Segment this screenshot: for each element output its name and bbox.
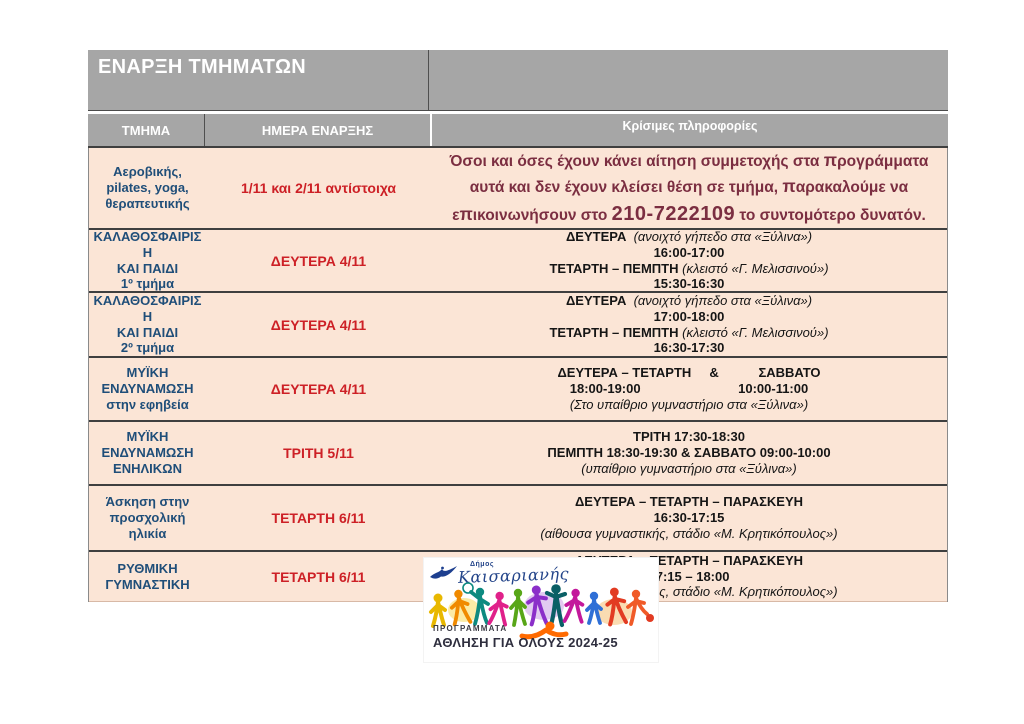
table-row: ΜΥΪΚΗ ΕΝΔΥΝΑΜΩΣΗ στην εφηβεία ΔΕΥΤΕΡΑ 4/11 Δ… xyxy=(89,358,947,422)
column-header-department: ΤΜΗΜΑ xyxy=(88,114,205,146)
logo-municipality-small: Δήμος xyxy=(470,561,495,568)
department-cell: ΡΥΘΜΙΚΗ ΓΥΜΝΑΣΤΙΚΗ xyxy=(105,560,190,592)
column-header-band: ΤΜΗΜΑ ΗΜΕΡΑ ΕΝΑΡΞΗΣ Κρίσιμες πληροφορίες xyxy=(88,114,948,148)
info-cell: Όσοι και όσες έχουν κάνει αίτηση συμμετο… xyxy=(449,149,929,226)
page-title: ΕΝΑΡΞΗ ΤΜΗΜΑΤΩΝ xyxy=(88,50,429,110)
info-cell: ΔΕΥΤΕΡΑ (ανοιχτό γήπεδο στα «Ξύλινα») 17:… xyxy=(549,292,829,356)
start-day-cell: ΔΕΥΤΕΡΑ 4/11 xyxy=(270,252,367,269)
department-cell: Αεροβικής, pilates, yoga, θεραπευτικής xyxy=(105,164,190,211)
info-cell: ΤΡΙΤΗ 17:30-18:30 ΠΕΜΠΤΗ 18:30-19:30 & ΣΑ… xyxy=(547,429,831,476)
department-cell: Άσκηση στην προσχολική ηλικία xyxy=(105,494,190,541)
column-header-start-day: ΗΜΕΡΑ ΕΝΑΡΞΗΣ xyxy=(205,114,430,146)
info-cell: ΔΕΥΤΕΡΑ – ΤΕΤΑΡΤΗ – ΠΑΡΑΣΚΕΥΗ 16:30-17:15… xyxy=(540,494,838,541)
title-band: ΕΝΑΡΞΗ ΤΜΗΜΑΤΩΝ xyxy=(88,50,948,111)
start-day-cell: ΤΡΙΤΗ 5/11 xyxy=(283,445,354,461)
start-day-cell: ΤΕΤΑΡΤΗ 6/11 xyxy=(271,568,366,585)
start-day-cell: ΔΕΥΤΕΡΑ 4/11 xyxy=(270,316,367,333)
athletes-graphic xyxy=(429,582,654,640)
info-cell: ΔΕΥΤΕΡΑ (ανοιχτό γήπεδο στα «Ξύλινα») 16:… xyxy=(549,228,829,292)
table-row: Άσκηση στην προσχολική ηλικία ΤΕΤΑΡΤΗ 6/11 Δ… xyxy=(89,486,947,552)
info-cell: ΔΕΥΤΕΡΑ – ΤΕΤΑΡΤΗ & ΣΑΒΒΑΤΟ 18:00-19:00 1… xyxy=(557,365,821,412)
table-row: ΜΥΪΚΗ ΕΝΔΥΝΑΜΩΣΗ ΕΝΗΛΙΚΩΝ ΤΡΙΤΗ 5/11 ΤΡΙΤΗ 1… xyxy=(89,422,947,486)
department-cell: ΜΥΪΚΗ ΕΝΔΥΝΑΜΩΣΗ ΕΝΗΛΙΚΩΝ xyxy=(101,429,194,476)
department-cell: ΜΥΪΚΗ ΕΝΔΥΝΑΜΩΣΗ στην εφηβεία xyxy=(101,365,194,412)
logo-program-label: ΠΡΟΓΡΑΜΜΑΤΑ xyxy=(433,624,508,633)
table-row: Αεροβικής, pilates, yoga, θεραπευτικής 1/11… xyxy=(89,148,947,230)
start-day-cell: 1/11 και 2/11 αντίστοιχα xyxy=(240,180,397,196)
table-rows: Αεροβικής, pilates, yoga, θεραπευτικής 1/11… xyxy=(88,148,948,602)
athletics-logo: Δήμος Καισαριανής ΠΡΟΓΡΑΜΜΑΤΑ ΑΘΛΗΣΗ ΓΙΑ… xyxy=(424,558,658,662)
dove-icon xyxy=(430,566,457,579)
department-cell: ΚΑΛΑΘΟΣΦΑΙΡΙΣ Η ΚΑΙ ΠΑΙΔΙ 2º τμήμα xyxy=(93,292,202,356)
title-spacer xyxy=(429,50,948,110)
schedule-sheet: ΕΝΑΡΞΗ ΤΜΗΜΑΤΩΝ ΤΜΗΜΑ ΗΜΕΡΑ ΕΝΑΡΞΗΣ Κρίσ… xyxy=(88,50,948,602)
table-row: ΚΑΛΑΘΟΣΦΑΙΡΙΣ Η ΚΑΙ ΠΑΙΔΙ 1º τμήμα ΔΕΥΤΕΡΑ 4… xyxy=(89,228,947,293)
title-header-gap xyxy=(88,111,948,114)
department-cell: ΚΑΛΑΘΟΣΦΑΙΡΙΣ Η ΚΑΙ ΠΑΙΔΙ 1º τμήμα xyxy=(93,228,202,292)
table-row: ΚΑΛΑΘΟΣΦΑΙΡΙΣ Η ΚΑΙ ΠΑΙΔΙ 2º τμήμα ΔΕΥΤΕΡΑ 4… xyxy=(89,293,947,358)
start-day-cell: ΤΕΤΑΡΤΗ 6/11 xyxy=(271,510,366,526)
column-header-info: Κρίσιμες πληροφορίες xyxy=(430,114,948,146)
start-day-cell: ΔΕΥΤΕΡΑ 4/11 xyxy=(270,381,367,397)
logo-program-title: ΑΘΛΗΣΗ ΓΙΑ ΟΛΟΥΣ 2024-25 xyxy=(433,635,618,650)
